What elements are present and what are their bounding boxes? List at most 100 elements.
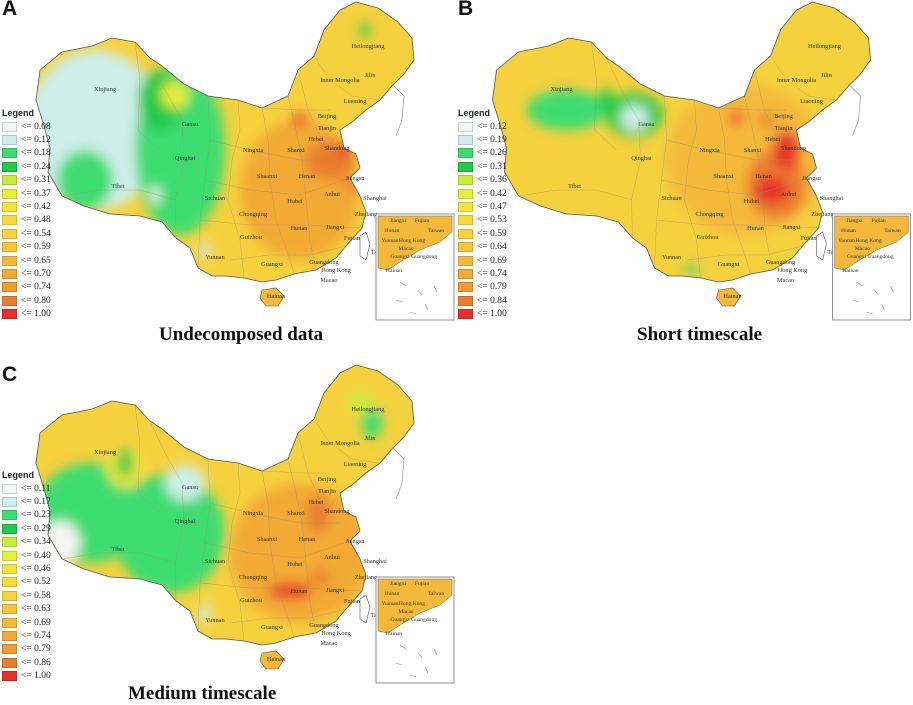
province-label: Hubei — [744, 198, 760, 205]
province-label: Guizhou — [240, 234, 263, 241]
province-label: Shanghai — [363, 195, 387, 202]
province-label: Yunnan — [205, 617, 225, 624]
legend-swatch — [2, 604, 17, 615]
south-china-sea-inset: Jiangxi Fujian Hunan Taiwan Yunnan Hong Kong M… — [375, 213, 455, 321]
inset-label: Guangdong — [867, 254, 893, 260]
province-label: Beijing — [774, 113, 793, 120]
province-label: Guangxi — [718, 261, 740, 268]
province-labels: Heilongjiang Jilin Inner Mongolia Liaoning B… — [94, 43, 390, 300]
taiwan-island — [816, 231, 827, 261]
legend-label: <= 0.59 — [477, 228, 507, 239]
legend-label: <= 0.24 — [21, 161, 51, 172]
heat-region — [599, 88, 614, 112]
province-label: Anhui — [781, 191, 797, 198]
province-label: Shanghai — [820, 195, 844, 202]
legend-label: <= 0.23 — [21, 510, 51, 521]
legend-swatch — [2, 537, 17, 548]
inset-label: Guangxi — [390, 254, 410, 260]
legend-item: <= 0.53 — [458, 214, 507, 227]
inset-label: Yunnan — [381, 238, 398, 244]
legend-swatch — [458, 202, 473, 213]
heat-region — [150, 186, 160, 204]
inset-label: Jiangxi — [846, 218, 863, 224]
province-label: Sichuan — [205, 558, 226, 565]
heat-region — [57, 150, 113, 210]
province-label: Guangxi — [261, 261, 283, 268]
heat-layer — [36, 23, 381, 279]
province-label: Shandong — [324, 145, 350, 152]
legend-swatch — [2, 590, 17, 601]
legend-label: <= 0.31 — [477, 161, 507, 172]
hainan-island — [259, 650, 285, 670]
heat-region — [756, 114, 777, 126]
province-label: Hainan — [723, 293, 742, 300]
province-label: Shanxi — [287, 510, 305, 517]
province-label: Tibet — [568, 183, 581, 190]
legend-item: <= 0.26 — [458, 147, 507, 160]
province-label: Jilin — [821, 72, 833, 79]
taiwan-island — [359, 594, 371, 624]
legend-swatch — [2, 228, 17, 239]
legend-label: <= 0.86 — [21, 657, 51, 668]
heat-region — [310, 570, 330, 586]
panel-caption: Undecomposed data — [159, 324, 324, 345]
legend-swatch — [2, 202, 17, 213]
province-label: Yunnan — [662, 254, 682, 261]
legend-label: <= 0.29 — [21, 523, 51, 534]
province-label: Beijing — [318, 476, 337, 483]
legend-item: <= 0.40 — [2, 549, 51, 562]
province-label: Xinjiang — [550, 86, 573, 93]
legend-title: Legend — [2, 470, 35, 480]
province-label: Jiangsu — [346, 538, 366, 545]
legend-swatch — [2, 188, 17, 199]
province-label: Jilin — [365, 435, 377, 442]
province-label: Hunan — [291, 588, 309, 595]
inset-label: Hunan — [841, 228, 856, 234]
legend-label: <= 0.64 — [477, 242, 507, 253]
province-label: Henan — [755, 173, 772, 180]
province-borders — [518, 41, 837, 279]
country-border — [35, 1, 415, 283]
province-label: Zhejiang — [355, 211, 378, 218]
legend-item: <= 0.19 — [458, 133, 507, 146]
province-label: Ningxia — [243, 510, 263, 517]
country-border — [35, 364, 415, 646]
province-label: Hebei — [308, 499, 323, 506]
legend-item: <= 0.23 — [2, 509, 51, 522]
province-label: Gansu — [638, 121, 655, 128]
province-label: Guangxi — [261, 624, 283, 631]
province-label: Inner Mongolia — [320, 440, 360, 447]
province-label: Shanghai — [363, 558, 387, 565]
province-label: Chongqing — [696, 211, 725, 218]
heat-region — [115, 473, 225, 593]
province-label: Ningxia — [699, 147, 719, 154]
map-legend: Legend <= 0.08 <= 0.12 <= 0.18 <= 0.24 <= 0.… — [2, 108, 51, 321]
province-label: Tibet — [111, 183, 124, 190]
south-china-sea-inset: Jiangxi Fujian Hunan Taiwan Yunnan Hong Kong M… — [832, 213, 911, 321]
province-label: Jiangxi — [326, 587, 344, 594]
legend-item: <= 0.11 — [2, 482, 51, 495]
province-label: Inner Mongolia — [320, 77, 360, 84]
province-label: Hubei — [287, 561, 303, 568]
province-label: Hunan — [747, 225, 765, 232]
panel-caption: Medium timescale — [128, 683, 277, 704]
legend-label: <= 0.08 — [21, 121, 51, 132]
inset-label: Fujian — [415, 218, 429, 224]
inset-label: Hong Kong — [855, 238, 881, 244]
legend-label: <= 0.40 — [21, 550, 51, 561]
legend-item: <= 1.00 — [2, 669, 51, 682]
legend-swatch — [2, 282, 17, 293]
legend-swatch — [2, 121, 17, 132]
heat-region — [161, 81, 189, 109]
province-label: Macao — [320, 277, 337, 284]
china-map: Heilongjiang Jilin Inner Mongolia Liaoning B… — [35, 364, 455, 684]
legend-label: <= 0.80 — [21, 295, 51, 306]
legend-label: <= 0.53 — [477, 215, 507, 226]
legend-item: <= 0.79 — [458, 281, 507, 294]
legend-item: <= 0.34 — [2, 536, 51, 549]
province-label: Hainan — [267, 656, 286, 663]
legend-item: <= 0.69 — [458, 254, 507, 267]
inset-label: Hong Kong — [399, 238, 425, 244]
legend-item: <= 0.52 — [2, 576, 51, 589]
legend-item: <= 0.58 — [2, 589, 51, 602]
